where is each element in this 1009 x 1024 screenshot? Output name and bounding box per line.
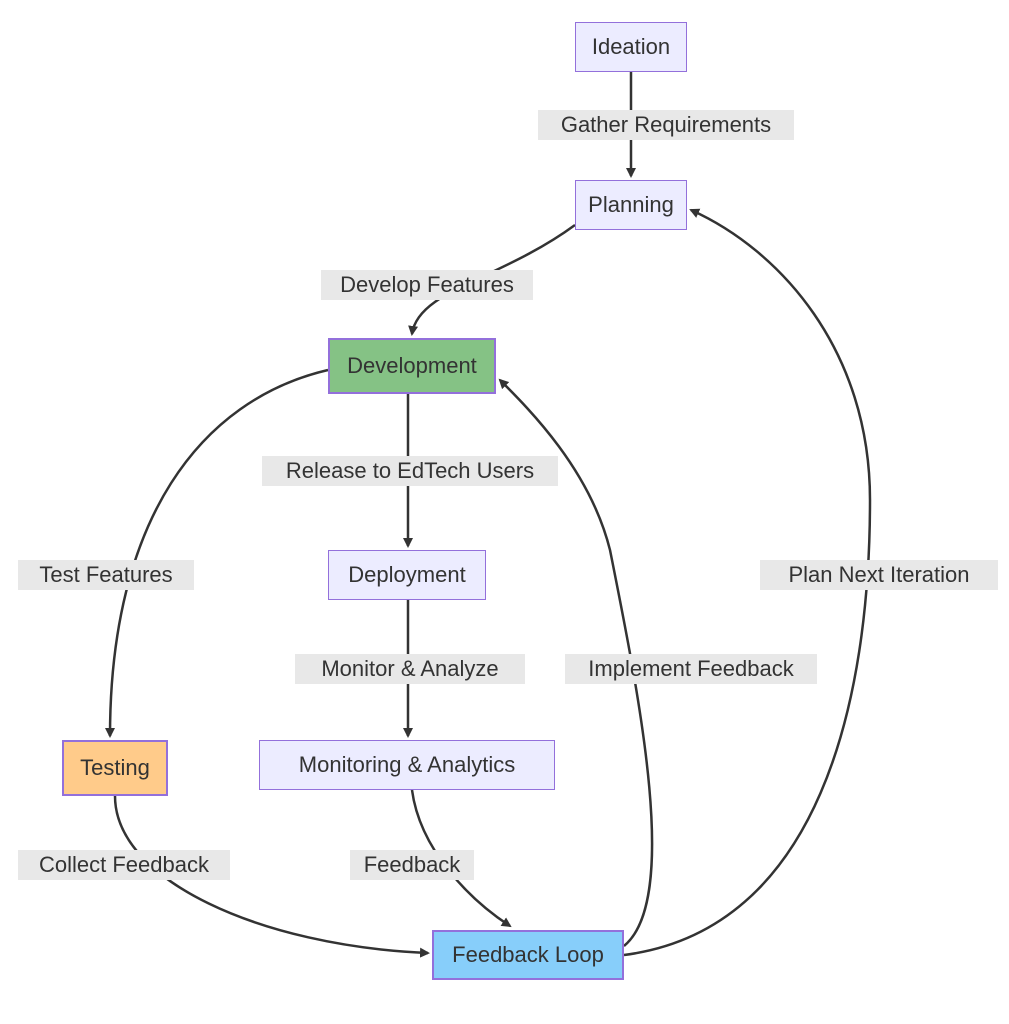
edge-label-e8: Implement Feedback: [565, 654, 817, 684]
edge-paths-group: [110, 72, 870, 955]
edge-label-text: Feedback: [364, 852, 461, 878]
edge-label-text: Test Features: [39, 562, 172, 588]
edge-label-e5: Test Features: [18, 560, 194, 590]
edge-label-e4: Monitor & Analyze: [295, 654, 525, 684]
node-monitoring: Monitoring & Analytics: [259, 740, 555, 790]
edge-label-e7: Feedback: [350, 850, 474, 880]
node-deployment: Deployment: [328, 550, 486, 600]
node-label: Deployment: [348, 562, 465, 588]
edge-label-text: Monitor & Analyze: [321, 656, 498, 682]
node-ideation: Ideation: [575, 22, 687, 72]
node-development: Development: [328, 338, 496, 394]
node-label: Testing: [80, 755, 150, 781]
edge-label-e1: Gather Requirements: [538, 110, 794, 140]
edge-label-text: Plan Next Iteration: [789, 562, 970, 588]
node-label: Planning: [588, 192, 674, 218]
edge-label-text: Develop Features: [340, 272, 514, 298]
edge-label-e2: Develop Features: [321, 270, 533, 300]
node-planning: Planning: [575, 180, 687, 230]
edge-label-text: Release to EdTech Users: [286, 458, 534, 484]
node-testing: Testing: [62, 740, 168, 796]
edge-label-text: Gather Requirements: [561, 112, 771, 138]
edge-label-e9: Plan Next Iteration: [760, 560, 998, 590]
node-label: Feedback Loop: [452, 942, 604, 968]
node-label: Monitoring & Analytics: [299, 752, 515, 778]
node-label: Ideation: [592, 34, 670, 60]
edge-label-e6: Collect Feedback: [18, 850, 230, 880]
node-label: Development: [347, 353, 477, 379]
edge-label-text: Collect Feedback: [39, 852, 209, 878]
edge-label-e3: Release to EdTech Users: [262, 456, 558, 486]
node-feedback: Feedback Loop: [432, 930, 624, 980]
edge-label-text: Implement Feedback: [588, 656, 793, 682]
